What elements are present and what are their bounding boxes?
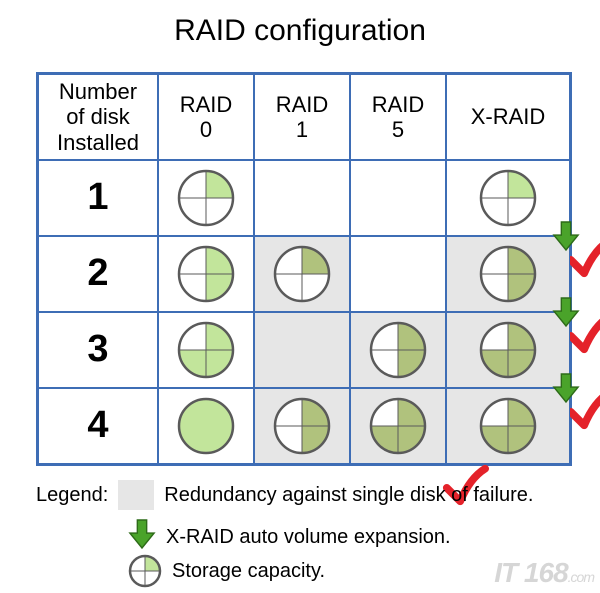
capacity-cell	[350, 160, 446, 236]
legend-row-redundancy: Legend: Redundancy against single disk o…	[36, 480, 533, 510]
pie-icon	[177, 321, 235, 379]
watermark: IT 168.com	[494, 557, 594, 589]
disk-count-label: 2	[87, 252, 108, 296]
capacity-cell	[350, 312, 446, 388]
header-label: RAID5	[372, 92, 425, 143]
disk-count-cell: 1	[38, 160, 158, 236]
capacity-cell	[158, 160, 254, 236]
table-row: 4	[38, 388, 570, 464]
pie-icon	[273, 397, 331, 455]
legend-row-expansion: X-RAID auto volume expansion.	[128, 518, 451, 556]
legend-text: Storage capacity.	[172, 560, 325, 583]
header-label: RAID1	[276, 92, 329, 143]
legend-text: X-RAID auto volume expansion.	[166, 526, 451, 549]
legend-text: Redundancy against single disk of failur…	[164, 484, 533, 507]
watermark-text: IT 168	[494, 557, 567, 588]
pie-icon	[273, 245, 331, 303]
capacity-cell	[158, 236, 254, 312]
pie-icon	[369, 397, 427, 455]
header-label: RAID0	[180, 92, 233, 143]
disk-count-label: 1	[87, 176, 108, 220]
redundancy-swatch	[118, 480, 154, 510]
capacity-cell	[254, 388, 350, 464]
table-row: 3	[38, 312, 570, 388]
watermark-suffix: .com	[568, 569, 594, 585]
header-row: Numberof diskInstalled RAID0 RAID1 RAID5…	[38, 74, 570, 160]
disk-count-label: 4	[87, 404, 108, 448]
page-title: RAID configuration	[0, 14, 600, 48]
disk-count-cell: 2	[38, 236, 158, 312]
capacity-cell	[446, 160, 570, 236]
pie-icon	[479, 245, 537, 303]
capacity-cell	[350, 236, 446, 312]
pie-icon	[369, 321, 427, 379]
header-xraid: X-RAID	[446, 74, 570, 160]
header-raid1: RAID1	[254, 74, 350, 160]
capacity-cell	[254, 160, 350, 236]
header-disk-count: Numberof diskInstalled	[38, 74, 158, 160]
capacity-cell	[446, 388, 570, 464]
pie-icon	[177, 397, 235, 455]
table-row: 2	[38, 236, 570, 312]
table-row: 1	[38, 160, 570, 236]
capacity-cell	[158, 312, 254, 388]
disk-count-label: 3	[87, 328, 108, 372]
pie-icon	[479, 397, 537, 455]
pie-icon	[177, 245, 235, 303]
arrow-down-icon	[128, 518, 156, 556]
capacity-cell	[446, 312, 570, 388]
capacity-cell	[254, 312, 350, 388]
capacity-cell	[158, 388, 254, 464]
header-raid5: RAID5	[350, 74, 446, 160]
disk-count-cell: 4	[38, 388, 158, 464]
capacity-cell	[446, 236, 570, 312]
header-label: X-RAID	[471, 104, 546, 129]
raid-table: Numberof diskInstalled RAID0 RAID1 RAID5…	[36, 72, 572, 466]
capacity-cell	[350, 388, 446, 464]
capacity-cell	[254, 236, 350, 312]
pie-icon	[177, 169, 235, 227]
header-raid0: RAID0	[158, 74, 254, 160]
pie-icon	[479, 321, 537, 379]
header-label: Numberof diskInstalled	[57, 79, 139, 155]
disk-count-cell: 3	[38, 312, 158, 388]
legend-label: Legend:	[36, 484, 108, 507]
pie-icon	[128, 554, 162, 588]
pie-icon	[479, 169, 537, 227]
table-body: 1 2 3	[38, 160, 570, 464]
legend-row-capacity: Storage capacity.	[128, 554, 325, 588]
